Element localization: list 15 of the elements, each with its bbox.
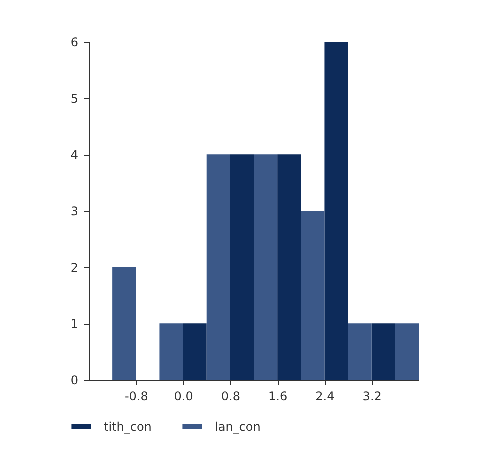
legend-label: tith_con <box>104 420 152 434</box>
x-tick-label: 0.8 <box>221 390 240 404</box>
x-tick-label: 1.6 <box>268 390 288 404</box>
x-tick-label: 0.0 <box>174 390 194 404</box>
x-tick-label: 2.4 <box>316 390 335 404</box>
y-tick-label: 4 <box>70 148 78 162</box>
legend-label: lan_con <box>215 420 261 434</box>
y-tick-label: 6 <box>70 36 78 50</box>
x-tick-label: -0.8 <box>124 390 148 404</box>
y-tick-label: 0 <box>70 374 78 388</box>
y-tick-label: 1 <box>70 317 78 332</box>
y-tick-label: 3 <box>70 204 78 218</box>
x-tick-label: 3.2 <box>362 390 382 404</box>
y-tick-label: 2 <box>70 260 78 275</box>
y-tick-label: 5 <box>70 92 78 106</box>
